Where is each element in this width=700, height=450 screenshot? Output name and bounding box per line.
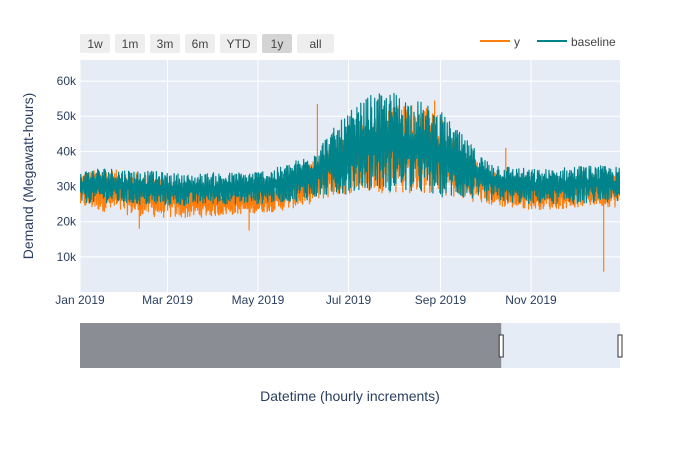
range-button-label[interactable]: 1w (87, 37, 103, 51)
range-button-YTD[interactable]: YTD (220, 34, 257, 53)
range-button-1m[interactable]: 1m (115, 34, 145, 53)
range-button-6m[interactable]: 6m (185, 34, 215, 53)
y-axis-title: Demand (Megawatt-hours) (20, 93, 36, 260)
range-slider[interactable] (80, 323, 623, 368)
y-tick-label: 10k (57, 250, 77, 264)
range-button-label[interactable]: 1y (271, 37, 284, 51)
x-tick-label: Sep 2019 (415, 293, 467, 307)
x-tick-label: Mar 2019 (142, 293, 193, 307)
y-axis-ticks: 10k 20k 30k 40k 50k 60k (57, 74, 77, 264)
y-tick-label: 60k (57, 74, 77, 88)
x-axis-ticks: Jan 2019 Mar 2019 May 2019 Jul 2019 Sep 2019… (55, 293, 557, 307)
legend: y baseline (480, 35, 616, 49)
y-tick-label: 50k (57, 109, 77, 123)
range-button-label[interactable]: YTD (227, 37, 251, 51)
range-button-bg[interactable] (220, 34, 257, 53)
range-slider-selected-window[interactable] (80, 323, 502, 368)
x-tick-label: Jul 2019 (326, 293, 372, 307)
range-button-bg[interactable] (80, 34, 110, 53)
range-button-label[interactable]: 6m (192, 37, 209, 51)
legend-item-baseline[interactable]: baseline (537, 35, 616, 49)
legend-item-y[interactable]: y (480, 35, 520, 49)
range-button-label[interactable]: 1m (122, 37, 139, 51)
y-tick-label: 40k (57, 144, 77, 158)
y-tick-label: 20k (57, 215, 77, 229)
range-button-bg[interactable] (115, 34, 145, 53)
legend-label: y (514, 35, 520, 49)
range-button-bg[interactable] (262, 34, 292, 53)
range-button-1w[interactable]: 1w (80, 34, 110, 53)
legend-label: baseline (571, 35, 616, 49)
range-button-label[interactable]: 3m (157, 37, 174, 51)
x-axis-title: Datetime (hourly increments) (260, 388, 440, 404)
range-button-3m[interactable]: 3m (150, 34, 180, 53)
range-slider-handle-right[interactable] (498, 334, 504, 358)
series-line-baseline (80, 92, 620, 206)
range-button-bg[interactable] (297, 34, 334, 53)
range-button-bg[interactable] (185, 34, 215, 53)
range-slider-handle-end[interactable] (617, 334, 623, 358)
range-button-label[interactable]: all (309, 37, 321, 51)
range-selector: 1w 1m 3m 6m YTD 1y all (80, 34, 334, 53)
range-button-all[interactable]: all (297, 34, 334, 53)
x-tick-label: Jan 2019 (55, 293, 105, 307)
range-button-1y[interactable]: 1y (262, 34, 292, 53)
range-button-bg[interactable] (150, 34, 180, 53)
x-tick-label: Nov 2019 (505, 293, 557, 307)
x-tick-label: May 2019 (232, 293, 285, 307)
y-tick-label: 30k (57, 180, 77, 194)
series-layer (80, 92, 620, 272)
